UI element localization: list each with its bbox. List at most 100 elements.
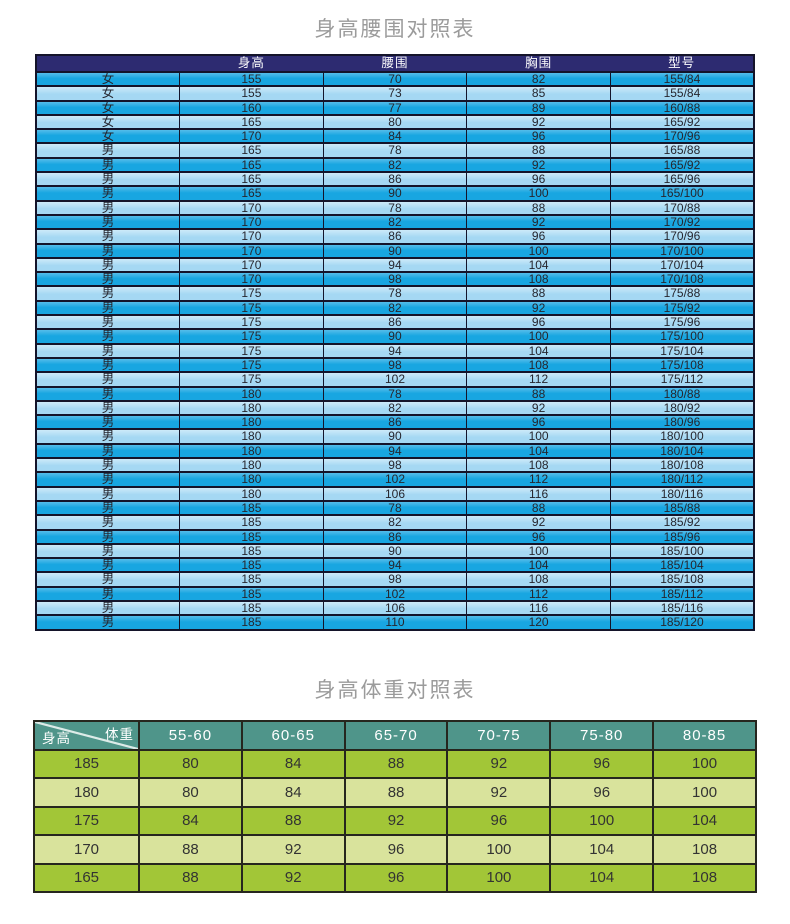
weight-value-cell: 80 <box>138 748 243 780</box>
header-model: 型号 <box>610 55 754 72</box>
waist-cell: 106 <box>322 485 467 501</box>
model-cell: 180/116 <box>609 485 754 501</box>
gender-cell: 女 <box>36 99 180 115</box>
model-cell: 170/92 <box>609 213 754 230</box>
weight-value-cell: 84 <box>240 748 346 780</box>
table-row: 女 155 73 85 155/84 <box>36 85 754 101</box>
model-cell: 180/88 <box>609 385 754 401</box>
table-row: 女 165 80 92 165/92 <box>36 113 754 130</box>
table-row: 男 180 98 108 180/108 <box>36 456 754 473</box>
height-cell: 155 <box>179 85 324 101</box>
table-row: 175 84 88 92 96 100 104 <box>33 805 757 837</box>
waist-cell: 90 <box>322 242 467 258</box>
gender-cell: 男 <box>36 557 180 573</box>
model-cell: 185/108 <box>609 571 754 587</box>
gender-cell: 男 <box>36 456 180 473</box>
model-cell: 170/88 <box>609 199 754 215</box>
weight-value-cell: 104 <box>652 805 757 837</box>
height-cell: 180 <box>179 485 324 501</box>
weight-value-cell: 100 <box>549 805 655 837</box>
header-gender <box>36 55 180 72</box>
weight-value-cell: 88 <box>138 862 243 894</box>
height-cell: 160 <box>179 99 324 115</box>
weight-value-cell: 108 <box>652 834 757 865</box>
model-cell: 175/108 <box>609 356 754 373</box>
gender-cell: 男 <box>36 614 180 630</box>
gender-cell: 男 <box>36 599 180 616</box>
waist-cell: 90 <box>322 542 467 559</box>
table-row: 男 180 106 116 180/116 <box>36 485 754 501</box>
height-weight-table-title: 身高体重对照表 <box>314 678 476 702</box>
waist-cell: 82 <box>322 299 467 316</box>
waist-cell: 86 <box>322 528 467 544</box>
weight-value-cell: 100 <box>652 748 757 780</box>
waist-cell: 94 <box>322 342 467 358</box>
height-cell: 180 <box>179 414 324 430</box>
table-row: 男 185 86 96 185/96 <box>36 528 754 544</box>
chest-cell: 100 <box>466 242 611 258</box>
waist-cell: 102 <box>322 471 467 487</box>
model-cell: 180/96 <box>609 414 754 430</box>
gender-cell: 男 <box>36 156 180 173</box>
height-cell: 165 <box>179 156 324 173</box>
gender-cell: 男 <box>36 514 180 530</box>
gender-cell: 男 <box>36 285 180 301</box>
waist-cell: 86 <box>322 171 467 187</box>
table-row: 男 185 106 116 185/116 <box>36 599 754 616</box>
waist-cell: 98 <box>322 271 467 287</box>
model-cell: 185/92 <box>609 514 754 530</box>
height-cell: 180 <box>33 777 140 808</box>
table-row: 男 175 94 104 175/104 <box>36 342 754 358</box>
model-cell: 185/100 <box>609 542 754 559</box>
height-cell: 170 <box>179 256 324 273</box>
weight-range-header: 75-80 <box>549 719 655 751</box>
table-row: 男 165 78 88 165/88 <box>36 142 754 158</box>
weight-value-cell: 92 <box>240 834 346 865</box>
model-cell: 175/96 <box>609 314 754 330</box>
height-cell: 185 <box>179 528 324 544</box>
table-row: 男 185 94 104 185/104 <box>36 557 754 573</box>
table-row: 男 180 102 112 180/112 <box>36 471 754 487</box>
chest-cell: 92 <box>466 156 611 173</box>
weight-value-cell: 84 <box>138 805 243 837</box>
weight-value-cell: 100 <box>446 834 552 865</box>
model-cell: 185/116 <box>609 599 754 616</box>
weight-value-cell: 96 <box>446 805 552 837</box>
height-cell: 175 <box>179 371 324 387</box>
waist-cell: 80 <box>322 113 467 130</box>
header-height: 身高 <box>179 55 324 72</box>
height-cell: 170 <box>179 271 324 287</box>
height-cell: 165 <box>179 142 324 158</box>
weight-range-header: 70-75 <box>446 719 552 751</box>
gender-cell: 男 <box>36 371 180 387</box>
gender-cell: 男 <box>36 471 180 487</box>
weight-value-cell: 84 <box>240 777 346 808</box>
weight-value-cell: 92 <box>446 748 552 780</box>
height-cell: 180 <box>179 471 324 487</box>
weight-value-cell: 96 <box>549 777 655 808</box>
gender-cell: 男 <box>36 271 180 287</box>
gender-cell: 男 <box>36 356 180 373</box>
gender-cell: 男 <box>36 142 180 158</box>
table-row: 男 185 90 100 185/100 <box>36 542 754 559</box>
waist-cell: 70 <box>322 70 467 87</box>
height-weight-table: 体重 身高 55-60 60-65 65-70 70-75 75-80 80-8… <box>33 719 757 894</box>
chest-cell: 85 <box>466 85 611 101</box>
model-cell: 180/108 <box>609 456 754 473</box>
chest-cell: 108 <box>466 456 611 473</box>
height-cell: 170 <box>179 242 324 258</box>
chest-cell: 104 <box>466 256 611 273</box>
height-cell: 165 <box>179 185 324 201</box>
model-cell: 185/88 <box>609 499 754 516</box>
gender-cell: 男 <box>36 171 180 187</box>
waist-cell: 86 <box>322 414 467 430</box>
weight-value-cell: 100 <box>446 862 552 894</box>
model-cell: 180/100 <box>609 428 754 444</box>
model-cell: 180/112 <box>609 471 754 487</box>
weight-value-cell: 88 <box>240 805 346 837</box>
height-cell: 185 <box>179 571 324 587</box>
weight-value-cell: 92 <box>343 805 449 837</box>
header-chest: 胸围 <box>466 55 611 72</box>
table-row: 男 175 82 92 175/92 <box>36 299 754 316</box>
table-row: 男 170 82 92 170/92 <box>36 213 754 230</box>
